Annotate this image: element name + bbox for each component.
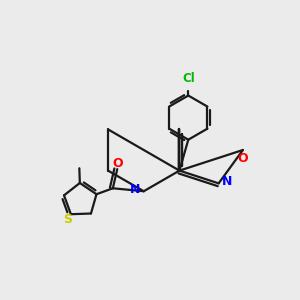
Text: O: O	[238, 152, 248, 165]
Text: Cl: Cl	[182, 72, 195, 85]
Text: N: N	[222, 176, 233, 188]
Text: O: O	[112, 157, 123, 170]
Text: N: N	[130, 183, 141, 196]
Text: S: S	[63, 213, 72, 226]
